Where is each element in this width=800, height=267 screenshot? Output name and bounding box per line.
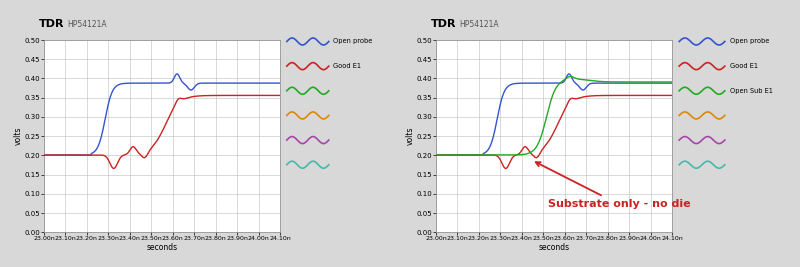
X-axis label: seconds: seconds	[146, 243, 178, 252]
Y-axis label: volts: volts	[14, 127, 22, 146]
Text: Open Sub E1: Open Sub E1	[730, 88, 773, 94]
Text: Good E1: Good E1	[333, 63, 361, 69]
X-axis label: seconds: seconds	[538, 243, 570, 252]
Text: Good E1: Good E1	[730, 63, 758, 69]
Text: HP54121A: HP54121A	[67, 19, 107, 29]
Y-axis label: volts: volts	[406, 127, 414, 146]
Text: Open probe: Open probe	[730, 38, 769, 45]
Text: TDR: TDR	[431, 18, 457, 29]
Text: HP54121A: HP54121A	[460, 19, 499, 29]
Text: TDR: TDR	[39, 18, 65, 29]
Text: Open probe: Open probe	[333, 38, 373, 45]
Text: Substrate only - no die: Substrate only - no die	[536, 162, 690, 209]
